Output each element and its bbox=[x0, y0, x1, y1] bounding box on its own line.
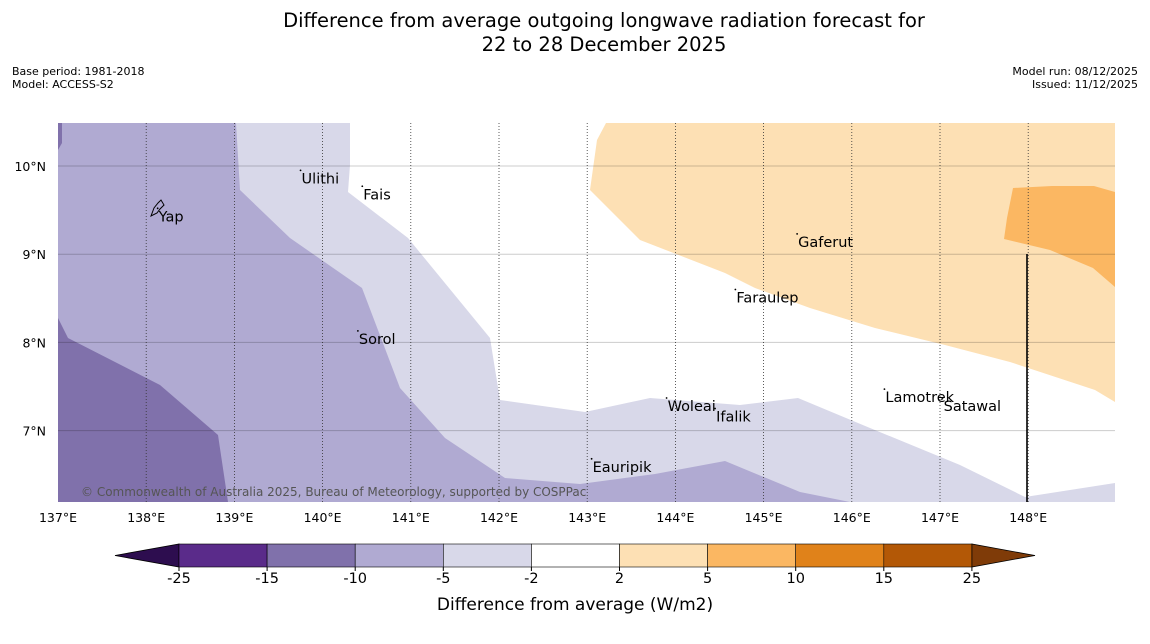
lon-label: 137°E bbox=[39, 510, 77, 525]
meta-left: Base period: 1981-2018 Model: ACCESS-S2 bbox=[12, 65, 144, 91]
lon-label: 139°E bbox=[215, 510, 253, 525]
lon-label: 142°E bbox=[480, 510, 518, 525]
lat-label: 7°N bbox=[22, 424, 46, 439]
colorbar: -25 -15 -10 -5 -2 2 5 10 15 25 bbox=[114, 543, 1036, 587]
map-title: Difference from average outgoing longwav… bbox=[0, 9, 1150, 57]
colorbar-segment bbox=[266, 543, 356, 568]
yap-island-outline bbox=[150, 199, 165, 218]
satawal-dot: . bbox=[940, 389, 944, 403]
place-label-fais: Fais bbox=[363, 187, 390, 203]
longitude-labels: 137°E 138°E 139°E 140°E 141°E 142°E 143°E 144°E… bbox=[39, 510, 1047, 525]
colorbar-tick-label: 2 bbox=[615, 571, 624, 587]
place-label-eauripik: Eauripik bbox=[593, 460, 652, 476]
place-dot bbox=[665, 397, 668, 399]
colorbar-segment bbox=[795, 543, 885, 568]
colorbar-segment bbox=[354, 543, 444, 568]
place-dot bbox=[356, 330, 359, 332]
graticule bbox=[58, 123, 1115, 502]
colorbar-segment bbox=[442, 543, 532, 568]
place-dot bbox=[590, 457, 593, 460]
place-label-woleai: Woleai bbox=[668, 399, 716, 415]
colorbar-tick-label: -25 bbox=[167, 571, 191, 587]
colorbar-tick-label: 25 bbox=[963, 571, 981, 587]
place-dot bbox=[156, 207, 159, 210]
place-dot bbox=[361, 185, 364, 188]
anomaly-minus15-edge bbox=[58, 123, 62, 150]
place-label-sorol: Sorol bbox=[359, 332, 396, 348]
colorbar-tick-label: 5 bbox=[703, 571, 712, 587]
model-name: Model: ACCESS-S2 bbox=[12, 78, 114, 91]
place-label-ulithi: Ulithi bbox=[302, 171, 340, 187]
lon-label: 141°E bbox=[392, 510, 430, 525]
colorbar-tick-label: -5 bbox=[436, 571, 450, 587]
colorbar-extend-low bbox=[114, 543, 180, 568]
place-dot bbox=[734, 288, 737, 291]
colorbar-segment bbox=[707, 543, 796, 568]
colorbar-tick-label: -15 bbox=[255, 571, 279, 587]
copyright-credit: © Commonwealth of Australia 2025, Bureau… bbox=[81, 485, 586, 499]
meta-right: Model run: 08/12/2025 Issued: 11/12/2025 bbox=[1012, 65, 1138, 91]
anomaly-plus5-region bbox=[1004, 186, 1115, 287]
lon-label: 144°E bbox=[656, 510, 694, 525]
base-period: Base period: 1981-2018 bbox=[12, 65, 145, 78]
lon-label: 145°E bbox=[745, 510, 783, 525]
colorbar-tick-label: 10 bbox=[786, 571, 804, 587]
place-label-satawal: Satawal bbox=[944, 399, 1001, 415]
title-line-2: 22 to 28 December 2025 bbox=[481, 33, 727, 56]
colorbar-segment bbox=[178, 543, 268, 568]
place-dot bbox=[883, 388, 886, 391]
place-dot bbox=[714, 407, 716, 410]
anomaly-plus2-region bbox=[590, 123, 1115, 402]
lon-label: 138°E bbox=[127, 510, 165, 525]
place-label-gaferut: Gaferut bbox=[798, 235, 853, 251]
anomaly-minus10-region bbox=[58, 123, 850, 502]
lat-label: 8°N bbox=[22, 335, 46, 350]
map-plot-area bbox=[58, 123, 1115, 502]
colorbar-segment bbox=[531, 543, 620, 568]
colorbar-tick-label: -2 bbox=[524, 571, 538, 587]
place-label-lamotrek: Lamotrek bbox=[885, 390, 954, 406]
colorbar-segment bbox=[883, 543, 973, 568]
place-dot bbox=[796, 233, 799, 235]
lat-label: 9°N bbox=[22, 247, 46, 262]
colorbar-tick-label: -10 bbox=[343, 571, 367, 587]
lon-label: 147°E bbox=[921, 510, 959, 525]
latitude-labels: 10°N 9°N 8°N 7°N bbox=[14, 159, 46, 439]
lat-label: 10°N bbox=[14, 159, 46, 174]
place-dot bbox=[941, 397, 944, 399]
place-dot bbox=[299, 169, 302, 172]
lon-label: 148°E bbox=[1009, 510, 1047, 525]
lon-label: 140°E bbox=[304, 510, 342, 525]
place-label-ifalik: Ifalik bbox=[716, 410, 751, 426]
colorbar-extend-high bbox=[971, 543, 1036, 568]
place-label-faraulep: Faraulep bbox=[736, 290, 798, 306]
anomaly-minus15-region bbox=[58, 318, 228, 502]
model-run: Model run: 08/12/2025 bbox=[1012, 65, 1138, 78]
title-line-1: Difference from average outgoing longwav… bbox=[283, 9, 925, 32]
place-markers: Ulithi Fais Yap Gaferut Faraulep Sorol WoleaiI… bbox=[156, 169, 1001, 476]
lon-label: 146°E bbox=[833, 510, 871, 525]
colorbar-tick-label: 15 bbox=[875, 571, 893, 587]
colorbar-segment bbox=[619, 543, 708, 568]
place-label-yap: Yap bbox=[158, 209, 184, 225]
issued-date: Issued: 11/12/2025 bbox=[1031, 78, 1138, 91]
lon-label: 143°E bbox=[568, 510, 606, 525]
colorbar-label: Difference from average (W/m2) bbox=[437, 595, 713, 615]
